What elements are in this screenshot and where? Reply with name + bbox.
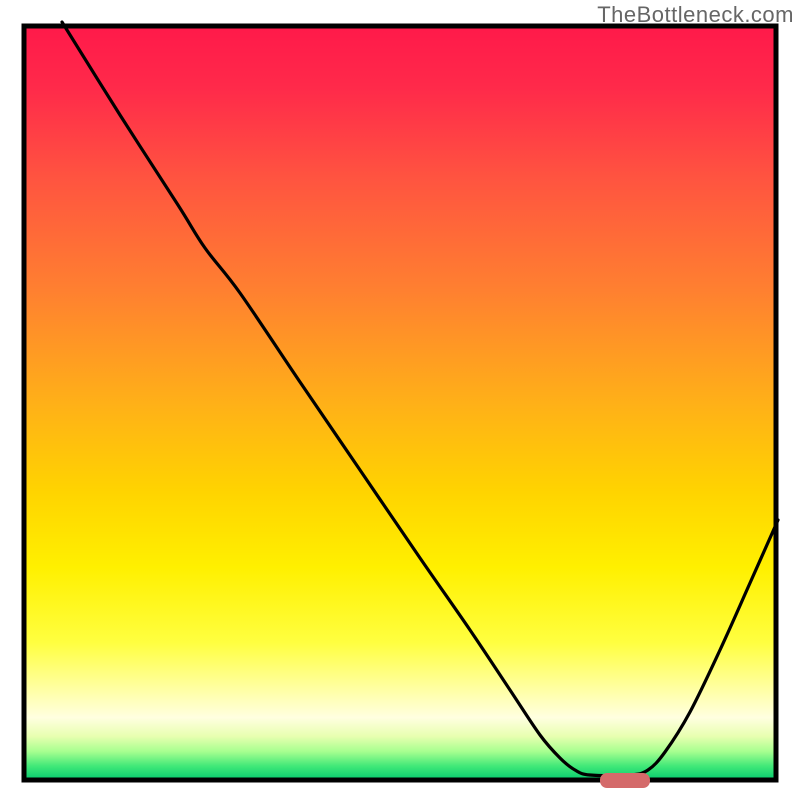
optimal-marker (600, 773, 650, 788)
watermark-text: TheBottleneck.com (597, 2, 794, 28)
bottleneck-chart (0, 0, 800, 800)
chart-frame: TheBottleneck.com (0, 0, 800, 800)
chart-background (27, 29, 774, 778)
